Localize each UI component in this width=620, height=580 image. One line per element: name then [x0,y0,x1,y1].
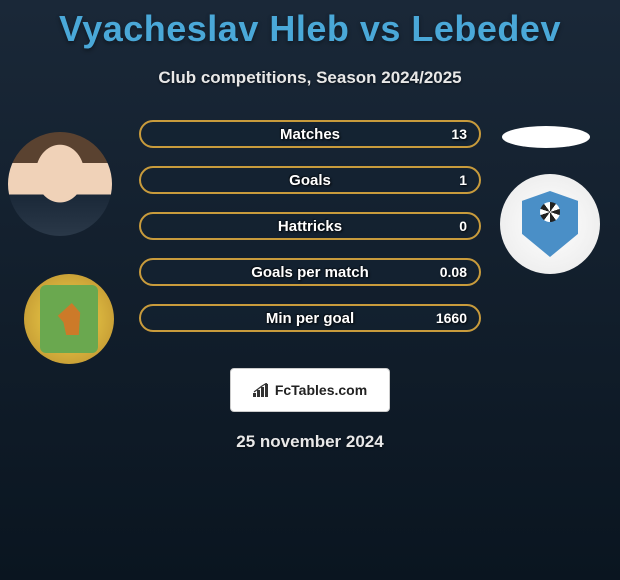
date-label: 25 november 2024 [0,432,620,452]
subtitle: Club competitions, Season 2024/2025 [0,68,620,88]
stat-label: Goals per match [251,264,369,281]
stat-value: 1 [459,172,467,188]
stat-row-goals: Goals 1 [139,166,481,194]
stat-value: 0 [459,218,467,234]
stat-row-matches: Matches 13 [139,120,481,148]
stat-row-hattricks: Hattricks 0 [139,212,481,240]
watermark-label: FcTables.com [275,382,367,398]
horse-icon [55,303,83,335]
stat-label: Goals [289,172,331,189]
stat-value: 1660 [436,310,467,326]
watermark[interactable]: FcTables.com [230,368,390,412]
player-left-avatar [8,132,112,236]
stat-label: Min per goal [266,310,354,327]
club-badge-right [500,174,600,274]
stat-value: 0.08 [440,264,467,280]
stat-row-goals-per-match: Goals per match 0.08 [139,258,481,286]
shield-icon [522,191,578,257]
stat-label: Hattricks [278,218,342,235]
club-badge-left [24,274,114,364]
player-right-oval [502,126,590,148]
avatar-face [8,132,112,236]
page-title: Vyacheslav Hleb vs Lebedev [0,0,620,50]
football-icon [540,202,560,222]
chart-icon [253,383,271,397]
stat-row-min-per-goal: Min per goal 1660 [139,304,481,332]
stat-label: Matches [280,126,340,143]
stat-value: 13 [451,126,467,142]
badge-shield-icon [40,285,98,353]
